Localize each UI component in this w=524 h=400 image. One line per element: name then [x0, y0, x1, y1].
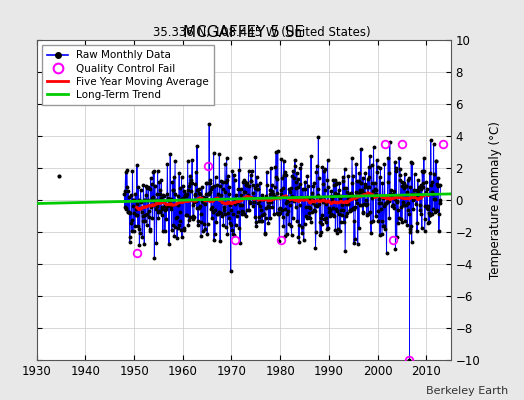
- Legend: Raw Monthly Data, Quality Control Fail, Five Year Moving Average, Long-Term Tren: Raw Monthly Data, Quality Control Fail, …: [42, 45, 214, 105]
- Y-axis label: Temperature Anomaly (°C): Temperature Anomaly (°C): [488, 121, 501, 279]
- Text: 35.336 N, 108.445 W (United States): 35.336 N, 108.445 W (United States): [153, 26, 371, 39]
- Title: MCGAFFEY 5 SE: MCGAFFEY 5 SE: [183, 25, 304, 40]
- Text: Berkeley Earth: Berkeley Earth: [426, 386, 508, 396]
